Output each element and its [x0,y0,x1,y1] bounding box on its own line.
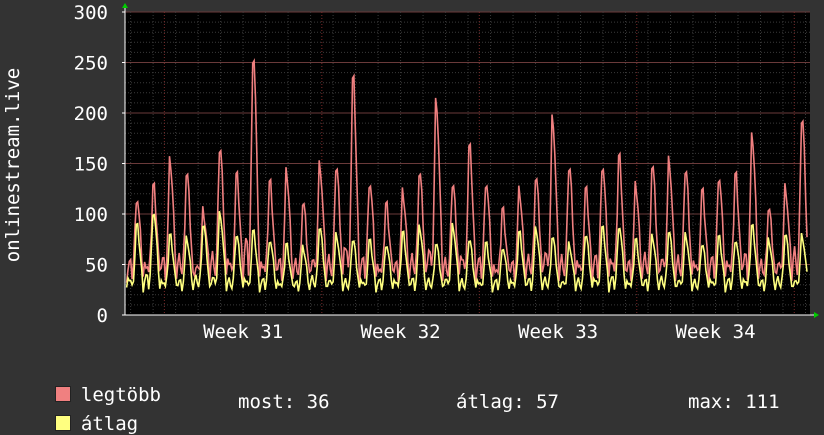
y-tick-label: 150 [74,154,108,176]
y-tick-label: 0 [97,305,108,327]
legend-swatch-avg [54,415,71,431]
legend-item-max: legtöbb [32,362,161,406]
x-tick-label: Week 32 [361,321,441,343]
stat-average: átlag: 57 [456,391,559,413]
series-line-max [125,58,808,283]
x-tick-label: Week 33 [518,321,598,343]
y-tick-label: 200 [74,103,108,125]
legend-label-avg: átlag [80,413,139,435]
legend-label-max: legtöbb [80,384,161,406]
tick-labels: 0 50 100 150 200 250 300 Week 31 Week 32 Week 33 W… [74,2,756,343]
legend-item-avg: átlag [32,391,138,435]
y-tick-label: 100 [74,204,108,226]
series-line-avg [125,210,808,293]
series-lines [125,58,808,293]
y-axis-arrow [122,3,128,8]
x-tick-label: Week 31 [203,321,283,343]
x-axis-arrow [814,312,819,318]
stat-current: most: 36 [238,391,330,413]
x-tick-label: Week 34 [675,321,755,343]
y-axis-label: onlinestream.live [2,68,24,262]
legend-swatch-max [54,386,71,402]
y-tick-label: 250 [74,53,108,75]
stat-maximum: max: 111 [688,391,780,413]
y-tick-label: 50 [85,255,108,277]
y-tick-label: 300 [74,2,108,24]
axes [122,3,819,318]
